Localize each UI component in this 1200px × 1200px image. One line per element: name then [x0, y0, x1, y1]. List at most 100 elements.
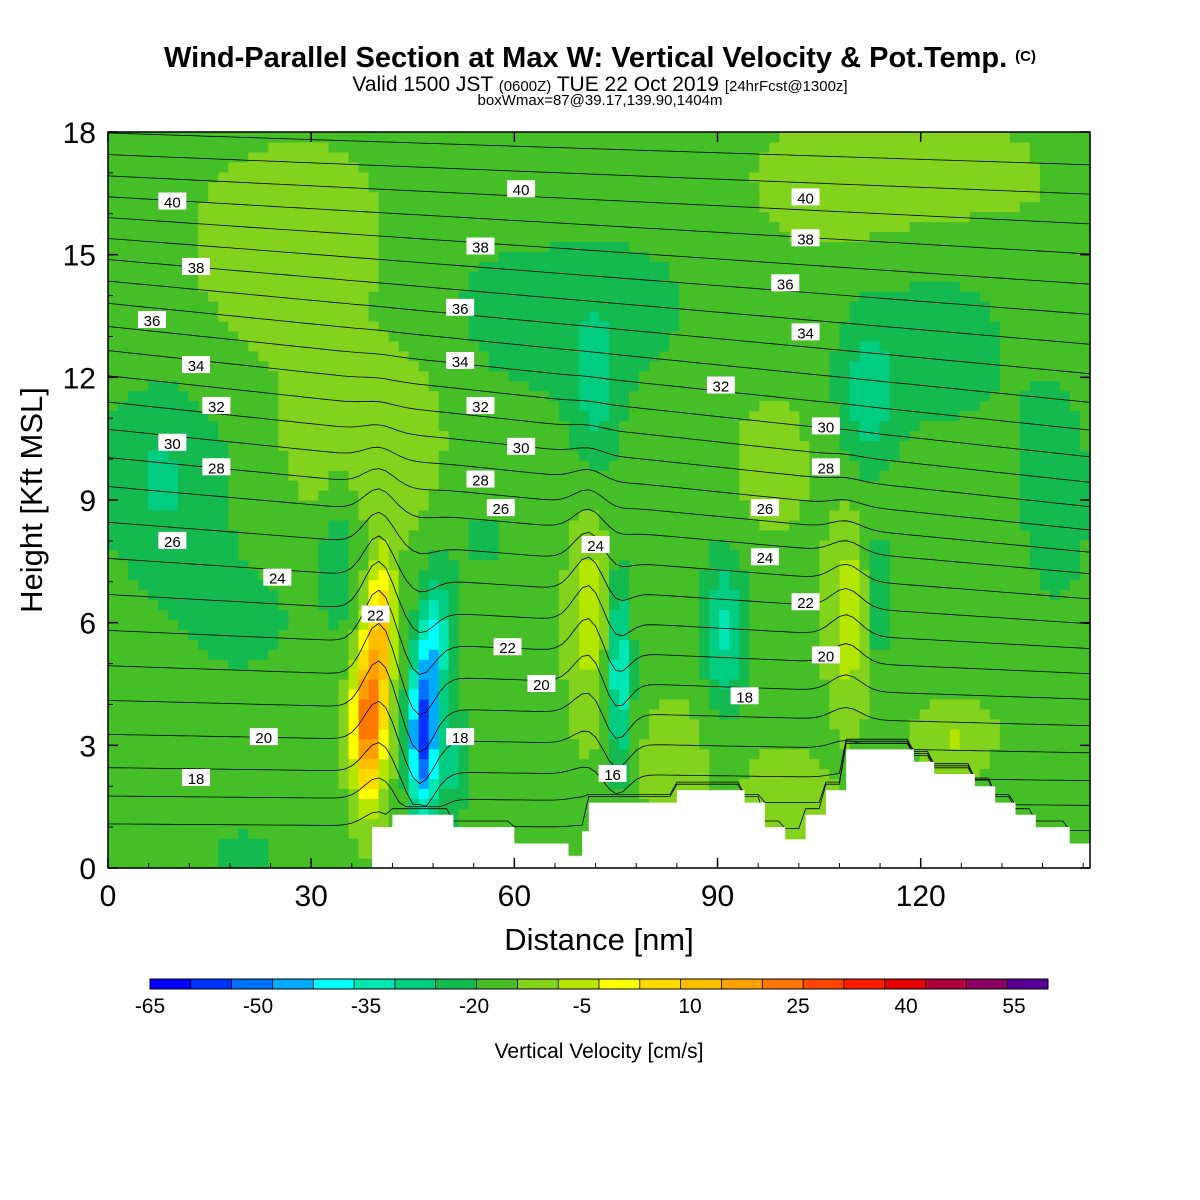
colorbar-swatch: [150, 979, 192, 989]
velocity-cell: [1019, 480, 1091, 491]
velocity-cell: [218, 430, 279, 441]
velocity-cell: [228, 440, 279, 451]
velocity-cell: [689, 708, 720, 720]
velocity-cell: [859, 728, 911, 740]
theta-label: 32: [466, 396, 495, 416]
velocity-cell: [839, 629, 861, 640]
velocity-cell: [498, 539, 570, 551]
velocity-cell: [749, 619, 821, 630]
velocity-cell: [799, 509, 831, 521]
velocity-cell: [699, 649, 710, 660]
velocity-cell: [478, 261, 670, 272]
velocity-cell: [889, 569, 1041, 581]
velocity-cell: [208, 181, 370, 193]
velocity-cell: [108, 380, 149, 392]
velocity-cell: [348, 480, 440, 491]
velocity-cell: [108, 291, 209, 302]
theta-label: 26: [750, 499, 779, 518]
velocity-cell: [108, 320, 229, 332]
velocity-cell: [829, 529, 861, 541]
velocity-cell: [749, 579, 821, 591]
velocity-cell: [1019, 500, 1091, 511]
velocity-cell: [358, 738, 380, 750]
velocity-cell: [609, 778, 630, 790]
velocity-cell: [248, 559, 320, 571]
velocity-cell: [869, 679, 1091, 690]
velocity-cell: [368, 589, 380, 601]
velocity-cell: [739, 559, 821, 571]
velocity-cell: [699, 659, 710, 670]
velocity-cell: [869, 549, 891, 561]
velocity-cell: [458, 301, 680, 312]
velocity-cell: [418, 718, 430, 730]
velocity-cell: [108, 619, 179, 630]
velocity-cell: [568, 420, 590, 431]
velocity-cell: [218, 858, 269, 869]
velocity-cell: [468, 768, 610, 780]
velocity-cell: [1079, 410, 1091, 422]
velocity-cell: [639, 758, 710, 770]
velocity-cell: [428, 649, 440, 660]
velocity-cell: [578, 559, 600, 571]
velocity-cell: [108, 519, 229, 531]
velocity-cell: [839, 659, 861, 670]
theta-label-bg: [182, 356, 211, 374]
velocity-cell: [278, 589, 320, 601]
velocity-cell: [198, 201, 380, 213]
theta-label-bg: [486, 499, 515, 517]
velocity-cell: [729, 629, 740, 640]
velocity-cell: [468, 738, 580, 750]
velocity-cell: [999, 718, 1091, 730]
velocity-cell: [468, 798, 650, 809]
velocity-cell: [248, 340, 400, 352]
velocity-cell: [568, 440, 620, 451]
velocity-cell: [819, 609, 841, 620]
velocity-cell: [338, 679, 350, 690]
velocity-cell: [318, 589, 350, 601]
theta-isoline: [107, 401, 1091, 508]
velocity-cell: [749, 410, 801, 422]
velocity-cell: [749, 758, 821, 770]
velocity-cell: [849, 370, 891, 382]
velocity-cell: [358, 698, 380, 710]
velocity-cell: [629, 659, 640, 670]
velocity-cell: [599, 509, 750, 521]
velocity-cell: [959, 728, 1001, 740]
velocity-cell: [388, 569, 400, 581]
terrain-mask: [108, 749, 1090, 868]
velocity-cell: [368, 669, 380, 680]
velocity-cell: [739, 818, 831, 829]
velocity-cell: [318, 569, 350, 581]
velocity-cell: [609, 410, 630, 422]
theta-label-text: 30: [818, 419, 835, 436]
velocity-cell: [408, 698, 420, 710]
velocity-cell: [378, 659, 390, 670]
velocity-cell: [198, 261, 380, 272]
velocity-cell: [629, 748, 640, 760]
velocity-cell: [759, 400, 790, 412]
velocity-cell: [358, 798, 380, 809]
velocity-cell: [929, 698, 981, 710]
theta-label-text: 34: [188, 358, 205, 375]
velocity-cell: [368, 639, 390, 650]
date-text: TUE 22 Oct 2019: [556, 73, 719, 96]
velocity-cell: [148, 470, 179, 481]
colorbar-swatch: [803, 979, 845, 989]
velocity-cell: [378, 698, 390, 710]
velocity-cell: [428, 629, 440, 640]
velocity-cell: [468, 330, 580, 342]
velocity-cell: [629, 569, 700, 581]
velocity-cell: [619, 559, 630, 571]
velocity-cell: [629, 718, 650, 730]
velocity-cell: [388, 639, 400, 650]
velocity-cell: [548, 241, 630, 252]
velocity-cell: [869, 539, 891, 551]
theta-label: 26: [486, 499, 515, 518]
velocity-cell: [108, 470, 149, 481]
velocity-cell: [378, 261, 480, 272]
theta-label-text: 34: [452, 354, 469, 371]
velocity-cell: [1039, 191, 1091, 203]
velocity-cell: [558, 589, 580, 601]
velocity-cell: [458, 808, 650, 819]
velocity-cell: [358, 708, 380, 720]
